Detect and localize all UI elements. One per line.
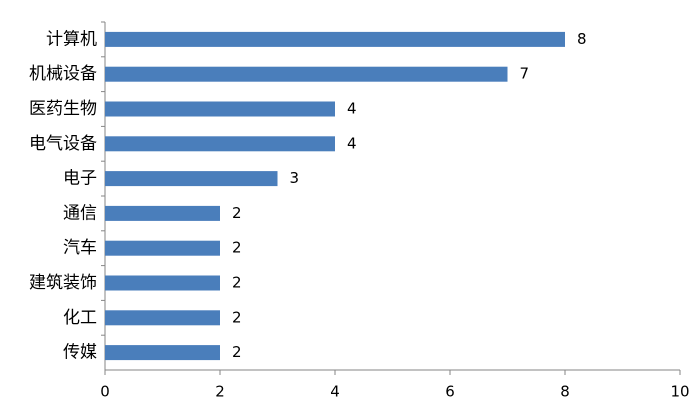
x-tick-label: 6 — [445, 383, 455, 401]
x-tick-label: 0 — [100, 383, 110, 401]
y-tick-label: 汽车 — [63, 238, 97, 258]
data-label: 8 — [577, 30, 587, 48]
data-label: 2 — [232, 239, 242, 257]
bar — [105, 310, 220, 326]
bar — [105, 275, 220, 291]
y-tick-label: 化工 — [63, 308, 97, 328]
data-label: 2 — [232, 274, 242, 292]
bar — [105, 136, 335, 152]
data-label: 3 — [290, 169, 300, 187]
y-tick-label: 传媒 — [63, 343, 97, 363]
data-label: 4 — [347, 100, 357, 118]
x-tick-label: 2 — [215, 383, 225, 401]
x-tick-label: 10 — [670, 383, 689, 401]
y-tick-label: 电气设备 — [29, 134, 97, 154]
y-tick-label: 机械设备 — [29, 64, 97, 84]
data-label: 2 — [232, 308, 242, 326]
data-label: 2 — [232, 204, 242, 222]
y-tick-label: 计算机 — [46, 29, 97, 49]
x-tick-label: 4 — [330, 383, 340, 401]
bar — [105, 101, 335, 117]
data-label: 2 — [232, 343, 242, 361]
bar — [105, 240, 220, 256]
data-label: 4 — [347, 134, 357, 152]
y-tick-label: 建筑装饰 — [29, 273, 97, 293]
y-tick-label: 通信 — [63, 203, 97, 223]
bar — [105, 205, 220, 221]
bar — [105, 345, 220, 361]
data-label: 7 — [520, 65, 530, 83]
bar — [105, 66, 508, 82]
y-tick-label: 电子 — [63, 169, 97, 189]
bar — [105, 31, 565, 47]
y-tick-label: 医药生物 — [29, 99, 97, 119]
bar — [105, 171, 278, 187]
x-tick-label: 8 — [560, 383, 570, 401]
